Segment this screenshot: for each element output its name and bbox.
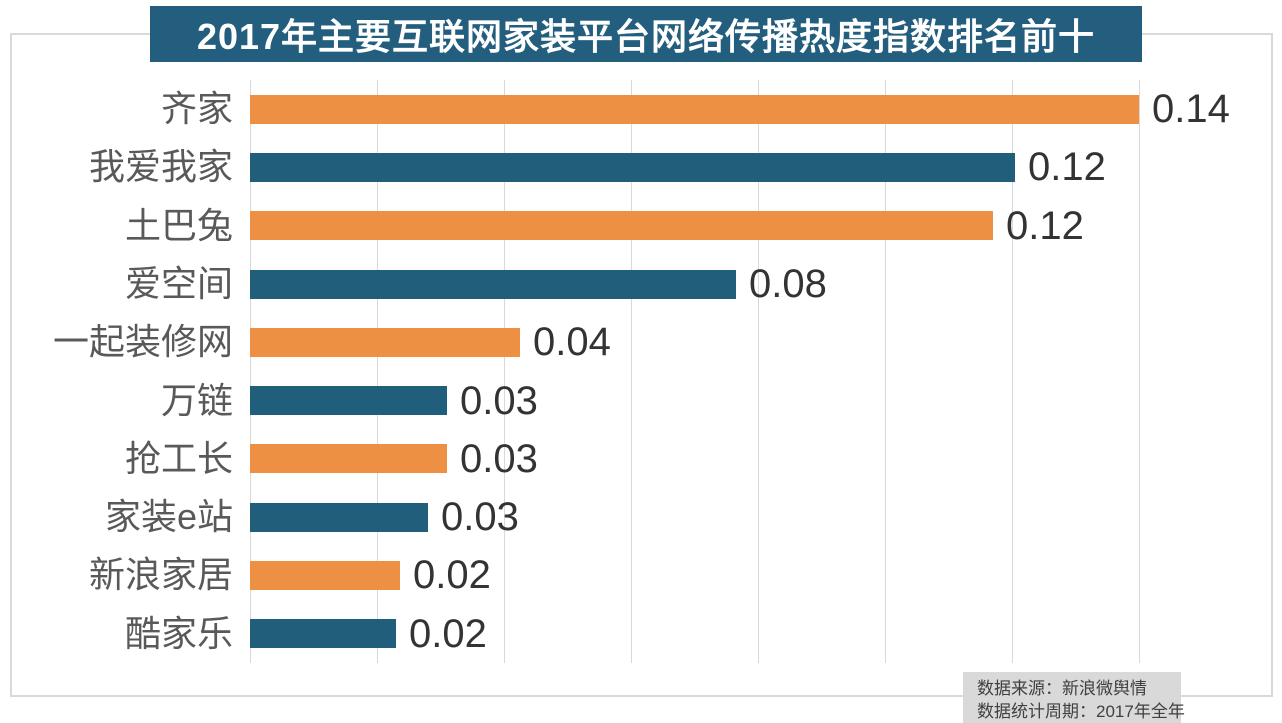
bar	[250, 561, 400, 590]
chart-area-border	[10, 33, 1273, 697]
category-label: 一起装修网	[52, 321, 233, 363]
gridline	[631, 80, 632, 663]
data-period-line: 数据统计周期：2017年全年	[977, 702, 1185, 721]
bar-value-label: 0.14	[1152, 87, 1230, 131]
bar-value-label: 0.04	[533, 320, 611, 365]
category-label: 我爱我家	[88, 146, 233, 188]
data-source-line: 数据来源：新浪微舆情	[977, 679, 1147, 698]
bar-value-label: 0.03	[460, 378, 538, 423]
bar-value-label: 0.08	[749, 261, 827, 306]
chart-title: 2017年主要互联网家装平台网络传播热度指数排名前十	[150, 6, 1142, 62]
category-label: 万链	[160, 379, 233, 421]
bar-value-label: 0.12	[1006, 203, 1084, 248]
category-label: 酷家乐	[124, 612, 233, 654]
gridline	[1139, 80, 1140, 663]
bar-value-label: 0.03	[460, 436, 538, 481]
category-label: 新浪家居	[88, 554, 233, 596]
chart-title-text: 2017年主要互联网家装平台网络传播热度指数排名前十	[196, 16, 1096, 57]
category-label: 土巴兔	[124, 204, 233, 246]
bar	[250, 211, 993, 240]
data-source-note: 数据来源：新浪微舆情 数据统计周期：2017年全年	[963, 672, 1185, 723]
bar	[250, 95, 1139, 124]
gridline	[504, 80, 505, 663]
bar-value-label: 0.02	[409, 611, 487, 656]
gridline	[377, 80, 378, 663]
bar	[250, 619, 396, 648]
bar-value-label: 0.12	[1028, 145, 1106, 190]
bar	[250, 444, 447, 473]
bar	[250, 270, 736, 299]
category-label: 齐家	[160, 88, 233, 129]
bar	[250, 503, 428, 532]
gridline	[250, 80, 251, 663]
bar-value-label: 0.02	[413, 553, 491, 598]
category-label: 家装e站	[104, 496, 233, 538]
bar	[250, 386, 447, 415]
plot-area	[250, 80, 1266, 663]
bar	[250, 153, 1015, 182]
category-label: 抢工长	[124, 437, 233, 479]
category-label: 爱空间	[124, 262, 233, 304]
bar-value-label: 0.03	[441, 495, 519, 540]
bar	[250, 328, 520, 357]
gridline	[1012, 80, 1013, 663]
gridline	[758, 80, 759, 663]
gridline	[885, 80, 886, 663]
